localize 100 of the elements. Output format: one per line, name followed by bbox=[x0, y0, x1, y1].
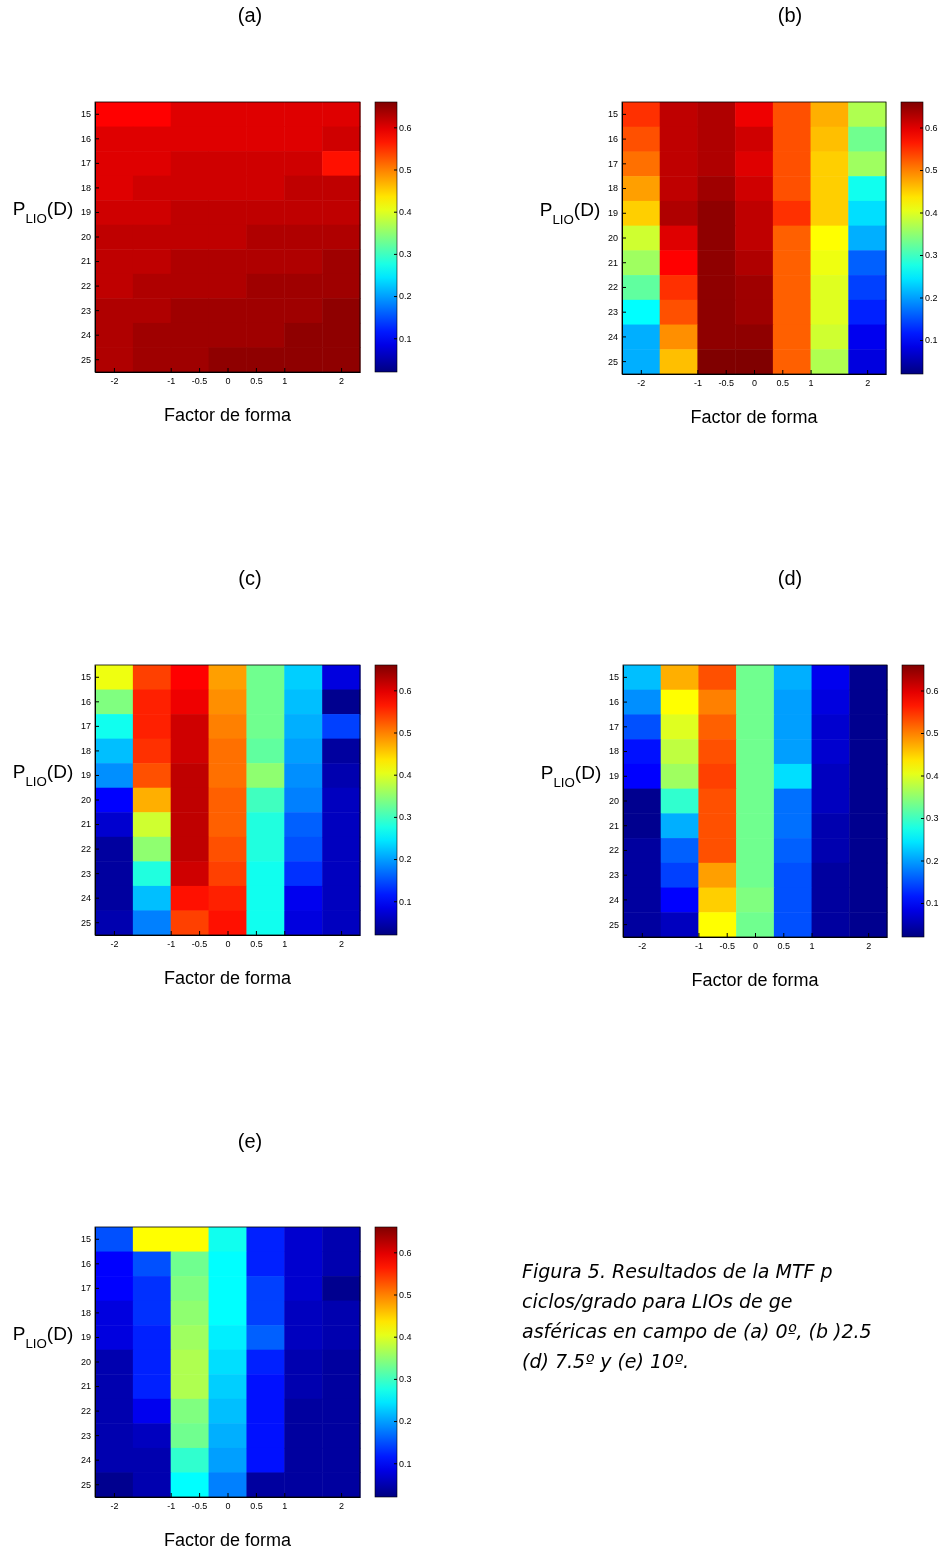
y-tick-label: 23 bbox=[607, 307, 618, 318]
x-tick-label: -2 bbox=[637, 378, 646, 389]
color-bar-label: 0.1 bbox=[399, 333, 412, 344]
text: Figura 5. Resultados de la MTF p bbox=[522, 1260, 833, 1282]
x-axis-title: Factor de forma bbox=[163, 1530, 293, 1550]
y-tick-label: 24 bbox=[608, 894, 619, 905]
y-tick-label: 23 bbox=[80, 305, 91, 316]
y-tick-label: 18 bbox=[80, 1307, 91, 1318]
y-tick-label: 24 bbox=[80, 330, 91, 341]
y-tick-label: 17 bbox=[607, 158, 618, 169]
color-bar-label: 0.1 bbox=[399, 896, 412, 907]
color-bar-label: 0.3 bbox=[926, 813, 939, 824]
chart-title: (b) bbox=[777, 4, 803, 26]
y-tick-label: 20 bbox=[80, 1356, 91, 1367]
y-tick-label: 21 bbox=[607, 257, 618, 268]
color-bar-label: 0.5 bbox=[925, 165, 938, 176]
x-axis-title: Factor de forma bbox=[163, 968, 293, 988]
y-tick-label: 24 bbox=[80, 893, 91, 904]
y-tick-label: 18 bbox=[607, 183, 618, 194]
x-tick-label: 1 bbox=[282, 376, 288, 387]
y-tick-label: 15 bbox=[80, 109, 91, 120]
color-bar-label: 0.2 bbox=[399, 1416, 412, 1427]
y-tick-label: 20 bbox=[608, 795, 619, 806]
y-tick-label: 16 bbox=[80, 696, 91, 707]
y-tick-label: 16 bbox=[80, 1258, 91, 1269]
y-tick-label: 18 bbox=[608, 746, 619, 757]
color-bar-label: 0.2 bbox=[926, 855, 939, 866]
y-tick-label: 16 bbox=[608, 696, 619, 707]
x-tick-label: 2 bbox=[339, 939, 345, 950]
color-bar-label: 0.4 bbox=[399, 1332, 412, 1343]
color-bar-label: 0.4 bbox=[399, 207, 412, 218]
y-tick-label: 15 bbox=[80, 672, 91, 683]
y-tick-label: 23 bbox=[608, 870, 619, 881]
color-bar-label: 0.3 bbox=[925, 250, 938, 261]
color-bar-label: 0.5 bbox=[926, 728, 939, 739]
y-tick-label: 22 bbox=[608, 845, 619, 856]
color-bar-label: 0.2 bbox=[925, 292, 938, 303]
y-tick-label: 20 bbox=[80, 794, 91, 805]
color-bar-label: 0.5 bbox=[399, 727, 412, 738]
y-tick-label: 22 bbox=[80, 1405, 91, 1416]
x-tick-label: -1 bbox=[167, 376, 176, 387]
x-tick-label: 2 bbox=[866, 941, 872, 952]
x-tick-label: 0 bbox=[225, 376, 231, 387]
color-bar-label: 0.1 bbox=[925, 335, 938, 346]
y-tick-label: 20 bbox=[80, 231, 91, 242]
color-bar-label: 0.4 bbox=[925, 207, 938, 218]
color-bar-label: 0.5 bbox=[399, 1289, 412, 1300]
y-tick-label: 17 bbox=[80, 721, 91, 732]
x-tick-label: 1 bbox=[809, 941, 815, 952]
y-tick-label: 21 bbox=[608, 820, 619, 831]
y-tick-label: 21 bbox=[80, 256, 91, 267]
text: asféricas en campo de (a) 0º, (b )2.5 bbox=[522, 1320, 872, 1342]
color-bar-label: 0.2 bbox=[399, 291, 412, 302]
color-bar-label: 0.6 bbox=[399, 1247, 412, 1258]
color-bar-label: 0.3 bbox=[399, 812, 412, 823]
color-bar-label: 0.1 bbox=[926, 898, 939, 909]
y-tick-label: 25 bbox=[80, 354, 91, 365]
chart-title: (e) bbox=[237, 1130, 263, 1152]
x-axis-title: Factor de forma bbox=[691, 970, 820, 990]
x-tick-label: 0.5 bbox=[250, 939, 263, 950]
y-tick-label: 25 bbox=[80, 1479, 91, 1490]
color-bar-label: 0.2 bbox=[399, 854, 412, 865]
y-tick-label: 19 bbox=[80, 770, 91, 781]
color-bar-label: 0.6 bbox=[926, 685, 939, 696]
y-tick-label: 23 bbox=[80, 1430, 91, 1441]
x-tick-label: -1 bbox=[694, 941, 703, 952]
x-tick-label: 0.5 bbox=[776, 378, 790, 389]
color-bar-label: 0.4 bbox=[926, 770, 939, 781]
x-tick-label: 1 bbox=[282, 939, 288, 950]
x-tick-label: 2 bbox=[865, 378, 871, 389]
y-tick-label: 17 bbox=[608, 721, 619, 732]
y-tick-label: 16 bbox=[80, 133, 91, 144]
y-tick-label: 21 bbox=[80, 819, 91, 830]
x-tick-label: -0.5 bbox=[718, 378, 734, 389]
y-axis-title: P$_{LIO}$(D) bbox=[539, 199, 601, 227]
x-tick-label: 0 bbox=[752, 941, 759, 952]
y-tick-label: 25 bbox=[607, 356, 618, 367]
y-tick-label: 15 bbox=[80, 1234, 91, 1245]
y-tick-label: 20 bbox=[607, 232, 618, 243]
x-tick-label: -2 bbox=[110, 939, 119, 950]
x-tick-label: 2 bbox=[339, 376, 345, 387]
color-bar-label: 0.3 bbox=[399, 249, 412, 260]
x-tick-label: 1 bbox=[808, 378, 814, 389]
y-tick-label: 17 bbox=[80, 158, 91, 169]
y-tick-label: 24 bbox=[607, 331, 618, 342]
y-tick-label: 18 bbox=[80, 182, 91, 193]
y-tick-label: 15 bbox=[607, 109, 618, 120]
x-tick-label: 0.5 bbox=[250, 1501, 263, 1512]
y-tick-label: 19 bbox=[80, 1332, 91, 1343]
x-tick-label: -2 bbox=[110, 1501, 119, 1512]
x-tick-label: -1 bbox=[167, 1501, 176, 1512]
chart-title: (c) bbox=[238, 567, 262, 589]
y-tick-label: 22 bbox=[80, 843, 91, 854]
color-bar-label: 0.6 bbox=[399, 122, 412, 133]
x-axis-title: Factor de forma bbox=[690, 407, 819, 427]
x-tick-label: -2 bbox=[638, 941, 647, 952]
y-tick-label: 19 bbox=[608, 771, 619, 782]
color-bar-label: 0.6 bbox=[925, 122, 938, 133]
chart-title: (a) bbox=[237, 4, 263, 26]
text: (d) 7.5º y (e) 10º. bbox=[522, 1350, 690, 1372]
